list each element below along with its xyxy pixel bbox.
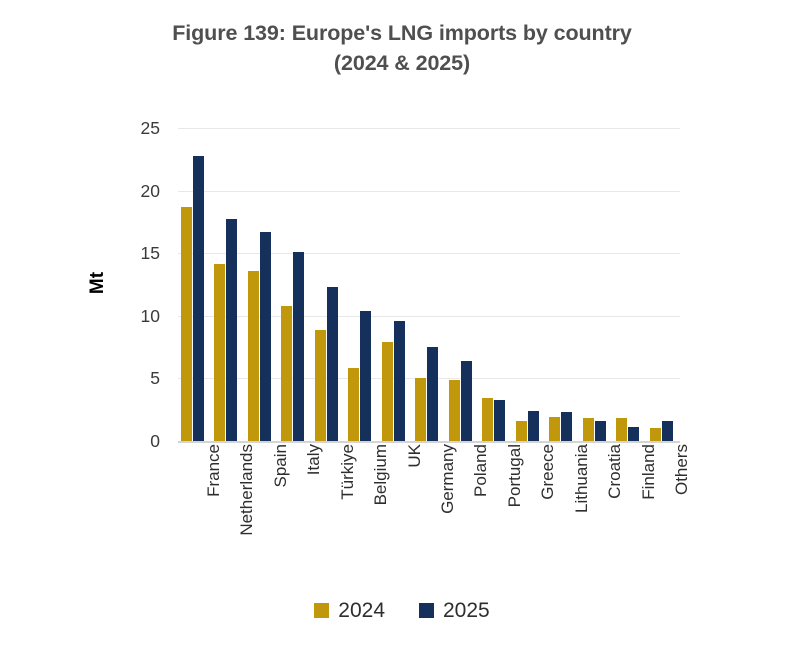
gridline-25 [178, 128, 680, 129]
bar-group [546, 128, 579, 441]
bar-group [245, 128, 278, 441]
x-label-finland: Finland [638, 444, 658, 500]
legend-item-2024[interactable]: 2024 [314, 600, 385, 621]
bar-group [345, 128, 378, 441]
bar-2025[interactable] [561, 412, 573, 441]
y-tick-label-0: 0 [150, 431, 160, 451]
bar-group [580, 128, 613, 441]
x-label-belgium: Belgium [371, 444, 391, 506]
x-label-portugal: Portugal [504, 444, 524, 508]
legend-item-2025[interactable]: 2025 [419, 600, 490, 621]
x-label-t-rkiye: Türkiye [337, 444, 357, 500]
y-axis-tick-labels: 0 5 10 15 20 25 [112, 0, 160, 663]
x-axis-category-labels: France Netherlands Spain Italy Türkiye Belgiu… [178, 444, 692, 564]
bar-group [479, 128, 512, 441]
bar-series-container [178, 128, 680, 441]
x-label-netherlands: Netherlands [237, 444, 257, 536]
gridline-15 [178, 253, 680, 255]
y-tick-label-25: 25 [140, 118, 160, 138]
bar-group [446, 128, 479, 441]
bar-2024[interactable] [616, 418, 628, 441]
bar-2024[interactable] [515, 420, 527, 441]
plot-area [178, 128, 680, 443]
y-tick-label-15: 15 [140, 243, 160, 264]
gridline-10 [178, 315, 680, 317]
x-label-germany: Germany [438, 444, 457, 514]
chart-title: Figure 139: Europe's LNG imports by coun… [0, 18, 804, 78]
bar-2024[interactable] [549, 417, 561, 441]
bar-group [412, 128, 445, 441]
bar-2024[interactable] [181, 206, 192, 441]
bar-2025[interactable] [360, 310, 372, 441]
x-label-lithuania: Lithuania [571, 444, 591, 514]
bar-2025[interactable] [527, 410, 539, 441]
bar-2024[interactable] [381, 342, 393, 441]
bar-2024[interactable] [415, 378, 427, 441]
legend-swatch-2024-icon [314, 603, 330, 618]
bar-2024[interactable] [281, 305, 293, 441]
gridline-20 [178, 190, 680, 192]
x-label-greece: Greece [538, 444, 558, 500]
bar-2025[interactable] [259, 231, 271, 441]
bar-2025[interactable] [193, 155, 204, 441]
bar-2024[interactable] [214, 264, 226, 441]
chart-legend: 2024 2025 [0, 600, 804, 621]
chart-title-line-2: (2024 & 2025) [333, 51, 471, 75]
bar-2024[interactable] [482, 398, 494, 441]
bar-2024[interactable] [582, 418, 594, 441]
bar-group [312, 128, 345, 441]
bar-group [513, 128, 546, 441]
bar-group [278, 128, 311, 441]
bar-2025[interactable] [460, 360, 472, 441]
bar-2025[interactable] [594, 420, 606, 441]
x-label-others: Others [672, 444, 692, 496]
bar-2025[interactable] [628, 427, 640, 441]
bar-2025[interactable] [393, 320, 405, 441]
y-tick-label-20: 20 [140, 180, 160, 201]
bar-2025[interactable] [661, 420, 673, 441]
x-label-france: France [203, 444, 223, 497]
legend-label-2024: 2024 [338, 599, 385, 622]
bar-2024[interactable] [247, 270, 259, 441]
gridline-0 [178, 441, 680, 443]
bar-2024[interactable] [649, 428, 661, 441]
x-label-italy: Italy [304, 444, 324, 476]
bar-2024[interactable] [314, 329, 326, 441]
bar-group [178, 128, 211, 441]
y-axis-title-text: Mt [87, 271, 108, 295]
bar-group [211, 128, 244, 441]
bar-2025[interactable] [427, 347, 439, 441]
x-label-uk: UK [404, 444, 424, 468]
legend-swatch-2025-icon [419, 603, 434, 618]
x-label-croatia: Croatia [605, 444, 625, 499]
x-label-spain: Spain [270, 444, 290, 488]
bar-2025[interactable] [326, 287, 338, 441]
y-tick-label-10: 10 [140, 305, 160, 326]
bar-2024[interactable] [348, 368, 360, 441]
bar-2024[interactable] [448, 379, 460, 441]
bar-group [613, 128, 646, 441]
bar-2025[interactable] [226, 219, 238, 441]
y-tick-label-5: 5 [150, 368, 160, 389]
bar-group [647, 128, 680, 441]
legend-label-2025: 2025 [443, 599, 490, 622]
bar-2025[interactable] [494, 399, 506, 441]
bar-2025[interactable] [293, 251, 305, 441]
x-label-poland: Poland [471, 444, 491, 497]
chart-title-line-1: Figure 139: Europe's LNG imports by coun… [172, 21, 632, 45]
bar-group [379, 128, 412, 441]
